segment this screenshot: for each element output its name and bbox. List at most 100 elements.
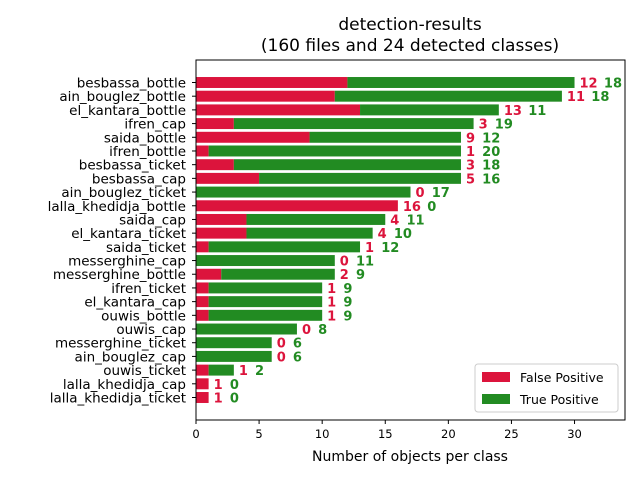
category-label: ouwis_bottle bbox=[101, 308, 186, 324]
value-label-true-positive: 10 bbox=[394, 227, 412, 242]
chart-subtitle: (160 files and 24 detected classes) bbox=[261, 36, 559, 56]
value-label-true-positive: 11 bbox=[528, 104, 546, 119]
bar-true-positive bbox=[221, 268, 335, 280]
value-label-false-positive: 16 bbox=[403, 200, 421, 215]
value-label-true-positive: 0 bbox=[230, 392, 239, 407]
bar-true-positive bbox=[208, 241, 361, 253]
value-label-true-positive: 12 bbox=[381, 241, 399, 256]
category-label: messerghine_bottle bbox=[53, 267, 186, 283]
bar-true-positive bbox=[208, 364, 234, 376]
bar-true-positive bbox=[246, 227, 373, 239]
value-label-true-positive: 18 bbox=[604, 77, 622, 92]
category-label: besbassa_cap bbox=[92, 171, 186, 187]
bar-true-positive bbox=[208, 282, 323, 294]
category-label: saida_cap bbox=[119, 212, 186, 228]
x-tick-label: 30 bbox=[567, 427, 582, 441]
value-label-true-positive: 2 bbox=[255, 364, 264, 379]
bar-false-positive bbox=[196, 378, 209, 390]
x-tick-label: 5 bbox=[255, 427, 262, 441]
value-label-true-positive: 0 bbox=[230, 378, 239, 393]
bar-true-positive bbox=[196, 255, 335, 267]
bar-false-positive bbox=[196, 268, 222, 280]
value-label-false-positive: 0 bbox=[340, 255, 349, 270]
category-label: ifren_ticket bbox=[111, 281, 186, 297]
bar-true-positive bbox=[196, 337, 272, 349]
category-label: lalla_khedidja_cap bbox=[63, 377, 186, 393]
value-label-true-positive: 6 bbox=[293, 337, 302, 352]
plot-frame bbox=[195, 59, 626, 421]
bar-false-positive bbox=[196, 90, 335, 102]
value-label-false-positive: 4 bbox=[378, 227, 387, 242]
value-label-true-positive: 18 bbox=[482, 159, 500, 174]
bar-true-positive bbox=[360, 104, 499, 116]
legend-box bbox=[474, 363, 619, 413]
legend-label-true-positive: True Positive bbox=[519, 392, 599, 407]
bar-false-positive bbox=[196, 282, 209, 294]
value-label-true-positive: 9 bbox=[356, 268, 365, 283]
bar-true-positive bbox=[208, 309, 323, 321]
bar-true-positive bbox=[233, 159, 461, 171]
bar-true-positive bbox=[259, 172, 461, 184]
legend-swatch-false-positive bbox=[482, 372, 510, 382]
bar-true-positive bbox=[334, 90, 562, 102]
legend: False Positive True Positive bbox=[474, 363, 619, 413]
category-label: messerghine_cap bbox=[68, 254, 186, 270]
value-label-false-positive: 1 bbox=[214, 392, 223, 407]
value-label-true-positive: 11 bbox=[356, 255, 374, 270]
x-tick-label: 0 bbox=[192, 427, 199, 441]
x-tick-label: 15 bbox=[378, 427, 393, 441]
category-label: ain_bouglez_cap bbox=[75, 349, 186, 365]
value-label-false-positive: 0 bbox=[277, 337, 286, 352]
category-label: ain_bouglez_bottle bbox=[59, 89, 186, 105]
bar-false-positive bbox=[196, 392, 209, 403]
value-label-false-positive: 1 bbox=[466, 145, 475, 160]
chart-title: detection-results bbox=[338, 15, 482, 35]
category-label: el_kantara_cap bbox=[84, 295, 186, 311]
category-label: lalla_khedidja_ticket bbox=[50, 391, 186, 407]
value-label-false-positive: 0 bbox=[277, 350, 286, 365]
value-label-false-positive: 1 bbox=[365, 241, 374, 256]
category-label: ouwis_ticket bbox=[103, 363, 186, 379]
x-tick-label: 25 bbox=[504, 427, 519, 441]
category-label: ouwis_cap bbox=[116, 322, 186, 338]
category-label: besbassa_bottle bbox=[77, 76, 186, 92]
bar-false-positive bbox=[196, 104, 361, 116]
category-label: lalla_khedidja_bottle bbox=[48, 199, 186, 215]
value-label-true-positive: 9 bbox=[343, 296, 352, 311]
bar-true-positive bbox=[196, 186, 411, 198]
x-tick-label: 20 bbox=[441, 427, 456, 441]
value-label-false-positive: 3 bbox=[479, 118, 488, 133]
bar-false-positive bbox=[196, 213, 247, 225]
value-label-false-positive: 4 bbox=[390, 213, 399, 228]
value-label-false-positive: 0 bbox=[302, 323, 311, 338]
value-label-false-positive: 12 bbox=[580, 77, 598, 92]
value-label-true-positive: 11 bbox=[406, 213, 424, 228]
bar-false-positive bbox=[196, 309, 209, 321]
bar-true-positive bbox=[208, 296, 323, 308]
category-label: saida_ticket bbox=[106, 240, 186, 256]
value-label-false-positive: 13 bbox=[504, 104, 522, 119]
bar-true-positive bbox=[233, 118, 474, 130]
category-label: ifren_cap bbox=[124, 117, 186, 133]
bar-true-positive bbox=[196, 350, 272, 362]
value-label-true-positive: 12 bbox=[482, 131, 500, 146]
value-label-false-positive: 1 bbox=[214, 378, 223, 393]
bar-true-positive bbox=[208, 145, 461, 157]
value-label-true-positive: 9 bbox=[343, 282, 352, 297]
value-label-true-positive: 20 bbox=[482, 145, 500, 160]
value-label-false-positive: 3 bbox=[466, 159, 475, 174]
bar-false-positive bbox=[196, 118, 234, 130]
bar-false-positive bbox=[196, 364, 209, 376]
bar-false-positive bbox=[196, 159, 234, 171]
bar-false-positive bbox=[196, 77, 348, 88]
bar-false-positive bbox=[196, 241, 209, 253]
category-label: saida_bottle bbox=[104, 130, 186, 146]
category-label: messerghine_ticket bbox=[55, 336, 186, 352]
value-label-false-positive: 5 bbox=[466, 172, 475, 187]
bar-false-positive bbox=[196, 227, 247, 239]
value-label-false-positive: 1 bbox=[327, 309, 336, 324]
legend-label-false-positive: False Positive bbox=[520, 370, 604, 385]
value-label-true-positive: 8 bbox=[318, 323, 327, 338]
